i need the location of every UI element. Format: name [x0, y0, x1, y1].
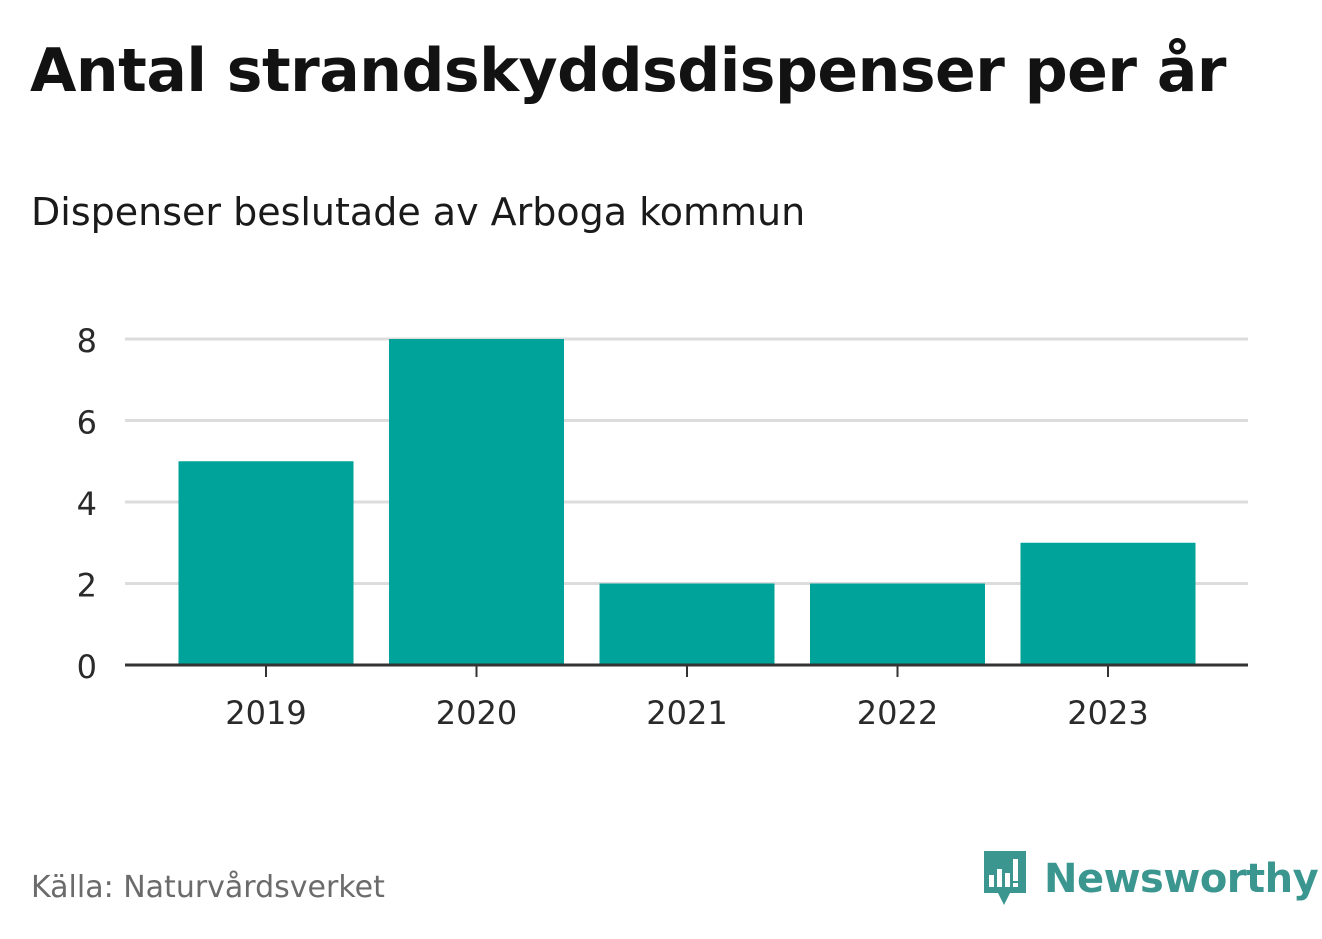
newsworthy-logo-text: Newsworthy — [1044, 856, 1319, 902]
bar-2020[interactable] — [389, 339, 564, 665]
y-tick-label: 6 — [77, 404, 97, 442]
x-tick-label: 2020 — [436, 694, 517, 732]
bar-2021[interactable] — [599, 583, 775, 666]
x-tick-label: 2022 — [857, 694, 938, 732]
y-tick-label: 8 — [77, 322, 97, 360]
newsworthy-logo-icon — [984, 851, 1026, 905]
bar-2022[interactable] — [810, 583, 985, 666]
chart-title: Antal strandskyddsdispenser per år — [30, 36, 1226, 106]
bar-chart: 0 2 4 6 8 2019 2020 2021 2022 2023 — [77, 322, 1248, 732]
x-tick-label: 2021 — [646, 694, 727, 732]
bar-2023[interactable] — [1020, 542, 1196, 665]
y-tick-label: 0 — [77, 648, 97, 686]
newsworthy-logo[interactable]: Newsworthy — [980, 847, 1319, 911]
y-tick-label: 2 — [77, 567, 97, 605]
source-note: Källa: Naturvårdsverket — [31, 870, 385, 905]
bar-2019[interactable] — [178, 461, 354, 665]
x-tick-label: 2023 — [1067, 694, 1148, 732]
chart-subtitle: Dispenser beslutade av Arboga kommun — [31, 190, 806, 234]
x-tick-label: 2019 — [225, 694, 306, 732]
y-tick-label: 4 — [77, 485, 97, 523]
